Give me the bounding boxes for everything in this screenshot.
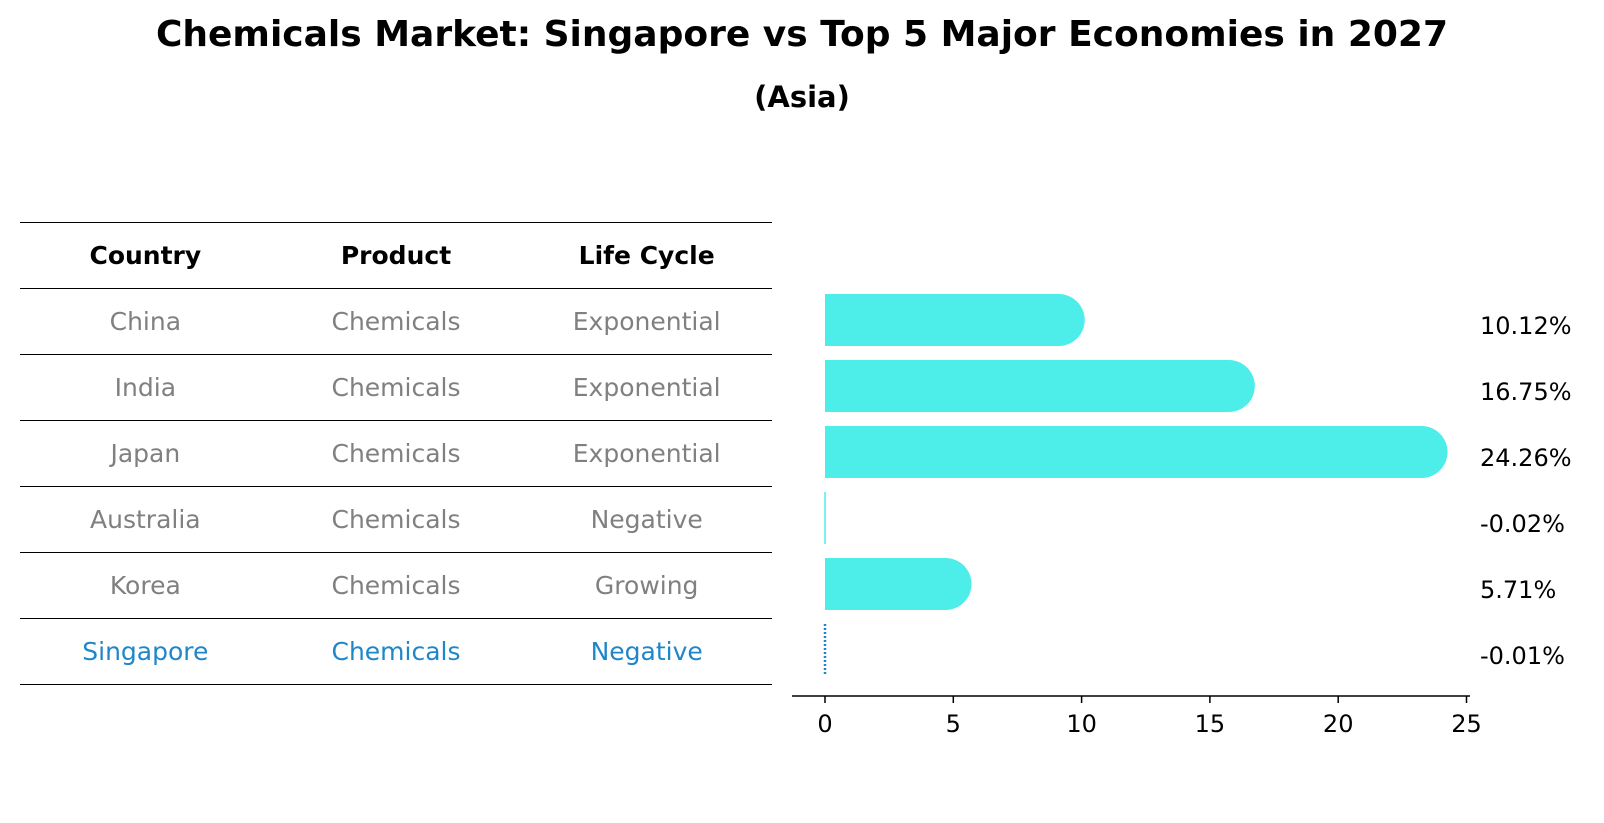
x-tick-label: 0 (817, 710, 832, 738)
table-row: China Chemicals Exponential (20, 288, 772, 354)
cell-life-cycle: Negative (590, 637, 703, 666)
cell-life-cycle: Growing (594, 571, 699, 600)
table-row: India Chemicals Exponential (20, 354, 772, 420)
value-label: 24.26% (1480, 444, 1572, 472)
cell-product: Chemicals (331, 439, 461, 468)
country-table: Country Product Life Cycle China Chemica… (20, 222, 772, 685)
table-row: Korea Chemicals Growing (20, 552, 772, 618)
table-row: Australia Chemicals Negative (20, 486, 772, 552)
cell-country: Australia (90, 505, 201, 534)
cell-product: Chemicals (331, 505, 461, 534)
chart-subtitle: (Asia) (754, 80, 850, 114)
cell-life-cycle: Negative (590, 505, 703, 534)
table-row: Japan Chemicals Exponential (20, 420, 772, 486)
cell-life-cycle: Exponential (572, 439, 721, 468)
cell-country: China (109, 307, 182, 336)
header-life-cycle: Life Cycle (578, 241, 715, 270)
x-tick-label: 10 (1066, 710, 1097, 738)
bar-china (825, 294, 1085, 346)
x-tick-label: 15 (1195, 710, 1226, 738)
cell-country: Singapore (82, 637, 209, 666)
cell-country: Japan (110, 439, 181, 468)
bar-japan (825, 426, 1448, 478)
cell-country: Korea (109, 571, 181, 600)
chart-title: Chemicals Market: Singapore vs Top 5 Maj… (155, 14, 1449, 55)
cell-product: Chemicals (331, 637, 461, 666)
value-label: 16.75% (1480, 378, 1572, 406)
table-row-highlighted: Singapore Chemicals Negative (20, 618, 772, 685)
x-tick-label: 20 (1323, 710, 1354, 738)
cell-country: India (114, 373, 177, 402)
cell-product: Chemicals (331, 571, 461, 600)
value-label: -0.02% (1480, 510, 1565, 538)
cell-life-cycle: Exponential (572, 373, 721, 402)
cell-product: Chemicals (331, 373, 461, 402)
cell-life-cycle: Exponential (572, 307, 721, 336)
bar-korea (825, 558, 972, 610)
value-label: -0.01% (1480, 642, 1565, 670)
table-header-row: Country Product Life Cycle (20, 222, 772, 288)
cell-product: Chemicals (331, 307, 461, 336)
bar-india (825, 360, 1255, 412)
header-product: Product (340, 241, 452, 270)
header-country: Country (89, 241, 202, 270)
value-label: 10.12% (1480, 312, 1572, 340)
value-label: 5.71% (1480, 576, 1556, 604)
x-tick-label: 5 (946, 710, 961, 738)
x-tick-label: 25 (1451, 710, 1482, 738)
